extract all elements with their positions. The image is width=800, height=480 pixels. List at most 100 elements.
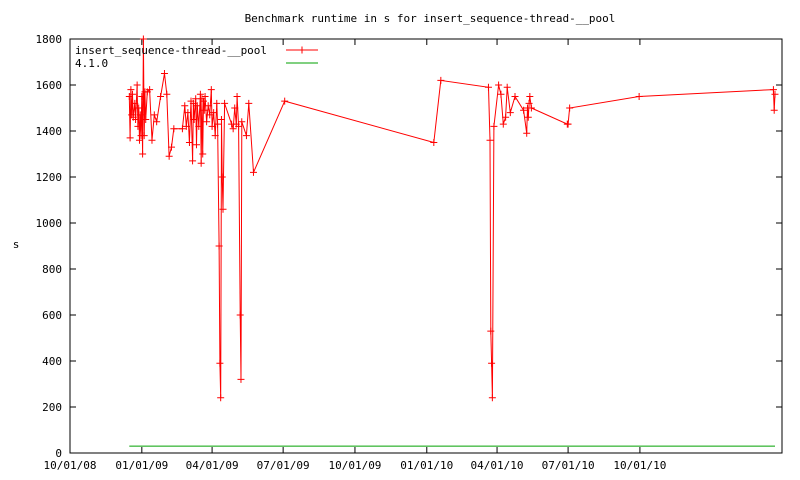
data-point: [146, 86, 154, 94]
data-point: [178, 125, 186, 133]
y-tick-label: 1400: [36, 125, 63, 138]
data-point: [484, 83, 492, 91]
y-tick-label: 1600: [36, 79, 63, 92]
x-tick-label: 10/01/09: [328, 459, 381, 472]
data-point: [134, 122, 142, 130]
data-point: [170, 125, 178, 133]
series-layer: [125, 35, 779, 447]
data-point: [523, 129, 531, 137]
y-tick-label: 800: [42, 263, 62, 276]
data-point: [207, 86, 215, 94]
data-point: [131, 99, 139, 107]
data-point: [140, 132, 148, 140]
data-point: [197, 159, 205, 167]
legend-marker: [298, 46, 306, 54]
data-point: [486, 136, 494, 144]
data-point: [430, 139, 438, 146]
data-point: [182, 122, 190, 130]
data-point: [218, 173, 226, 181]
plot-frame: [69, 38, 783, 454]
data-point: [163, 90, 171, 98]
data-point: [193, 102, 201, 110]
data-point: [771, 90, 779, 98]
data-point: [126, 134, 134, 142]
data-point: [520, 106, 528, 114]
data-point: [245, 99, 253, 107]
data-point: [200, 106, 208, 114]
y-tick-label: 1800: [36, 33, 63, 46]
data-point: [233, 93, 241, 100]
data-point: [204, 102, 212, 110]
data-point: [189, 99, 197, 107]
legend-label: insert_sequence-thread-__pool: [75, 44, 267, 57]
data-point: [564, 120, 572, 128]
data-point: [185, 139, 193, 146]
data-point: [189, 157, 197, 165]
data-point: [139, 35, 147, 43]
y-tick-label: 0: [55, 447, 62, 460]
data-point: [503, 83, 511, 91]
data-point: [511, 93, 519, 100]
data-point: [150, 111, 158, 119]
data-point: [136, 111, 144, 119]
x-tick-label: 04/01/10: [471, 459, 524, 472]
data-point: [138, 93, 146, 100]
x-tick-label: 01/01/10: [400, 459, 453, 472]
x-tick-label: 01/01/09: [115, 459, 168, 472]
y-tick-label: 1200: [36, 171, 63, 184]
data-point: [128, 90, 136, 98]
data-point: [214, 120, 222, 128]
data-point: [236, 311, 244, 319]
data-point: [237, 375, 245, 383]
data-point: [213, 99, 221, 107]
data-point: [221, 99, 229, 107]
data-point: [208, 122, 216, 130]
data-point: [133, 81, 141, 89]
y-tick-label: 200: [42, 401, 62, 414]
data-point: [203, 118, 211, 126]
data-point: [495, 81, 503, 89]
data-point: [497, 90, 505, 98]
data-point: [165, 152, 173, 160]
data-point: [127, 86, 135, 94]
data-point: [157, 93, 165, 100]
y-tick-label: 1000: [36, 217, 63, 230]
data-point: [249, 168, 257, 176]
legend-label: 4.1.0: [75, 57, 108, 70]
data-point: [195, 122, 203, 130]
x-axis: 10/01/08 01/01/09 04/01/09 07/01/09 10/01/09…: [44, 39, 666, 472]
data-point: [181, 102, 189, 110]
data-point: [184, 109, 192, 117]
data-point: [235, 122, 243, 130]
data-point: [229, 125, 237, 133]
data-point: [231, 104, 239, 112]
data-point: [196, 90, 204, 98]
data-point: [192, 141, 200, 149]
data-point: [527, 104, 535, 112]
data-point: [506, 109, 514, 117]
data-point: [437, 76, 445, 84]
y-tick-label: 600: [42, 309, 62, 322]
data-point: [524, 113, 532, 121]
data-point: [132, 116, 140, 123]
data-point: [219, 205, 227, 213]
data-point: [211, 132, 219, 140]
x-tick-label: 04/01/09: [186, 459, 239, 472]
x-tick-label: 10/01/08: [44, 459, 97, 472]
data-point: [217, 116, 225, 123]
data-point: [487, 327, 495, 335]
data-point: [192, 95, 200, 103]
data-point: [160, 70, 168, 77]
data-point: [499, 120, 507, 128]
data-point: [216, 359, 224, 367]
data-point: [148, 136, 156, 144]
data-point: [769, 86, 777, 94]
data-point: [217, 394, 225, 402]
data-point: [488, 394, 496, 402]
data-point: [635, 93, 643, 100]
data-point: [770, 106, 778, 114]
data-point: [488, 359, 496, 367]
data-point: [215, 242, 223, 250]
